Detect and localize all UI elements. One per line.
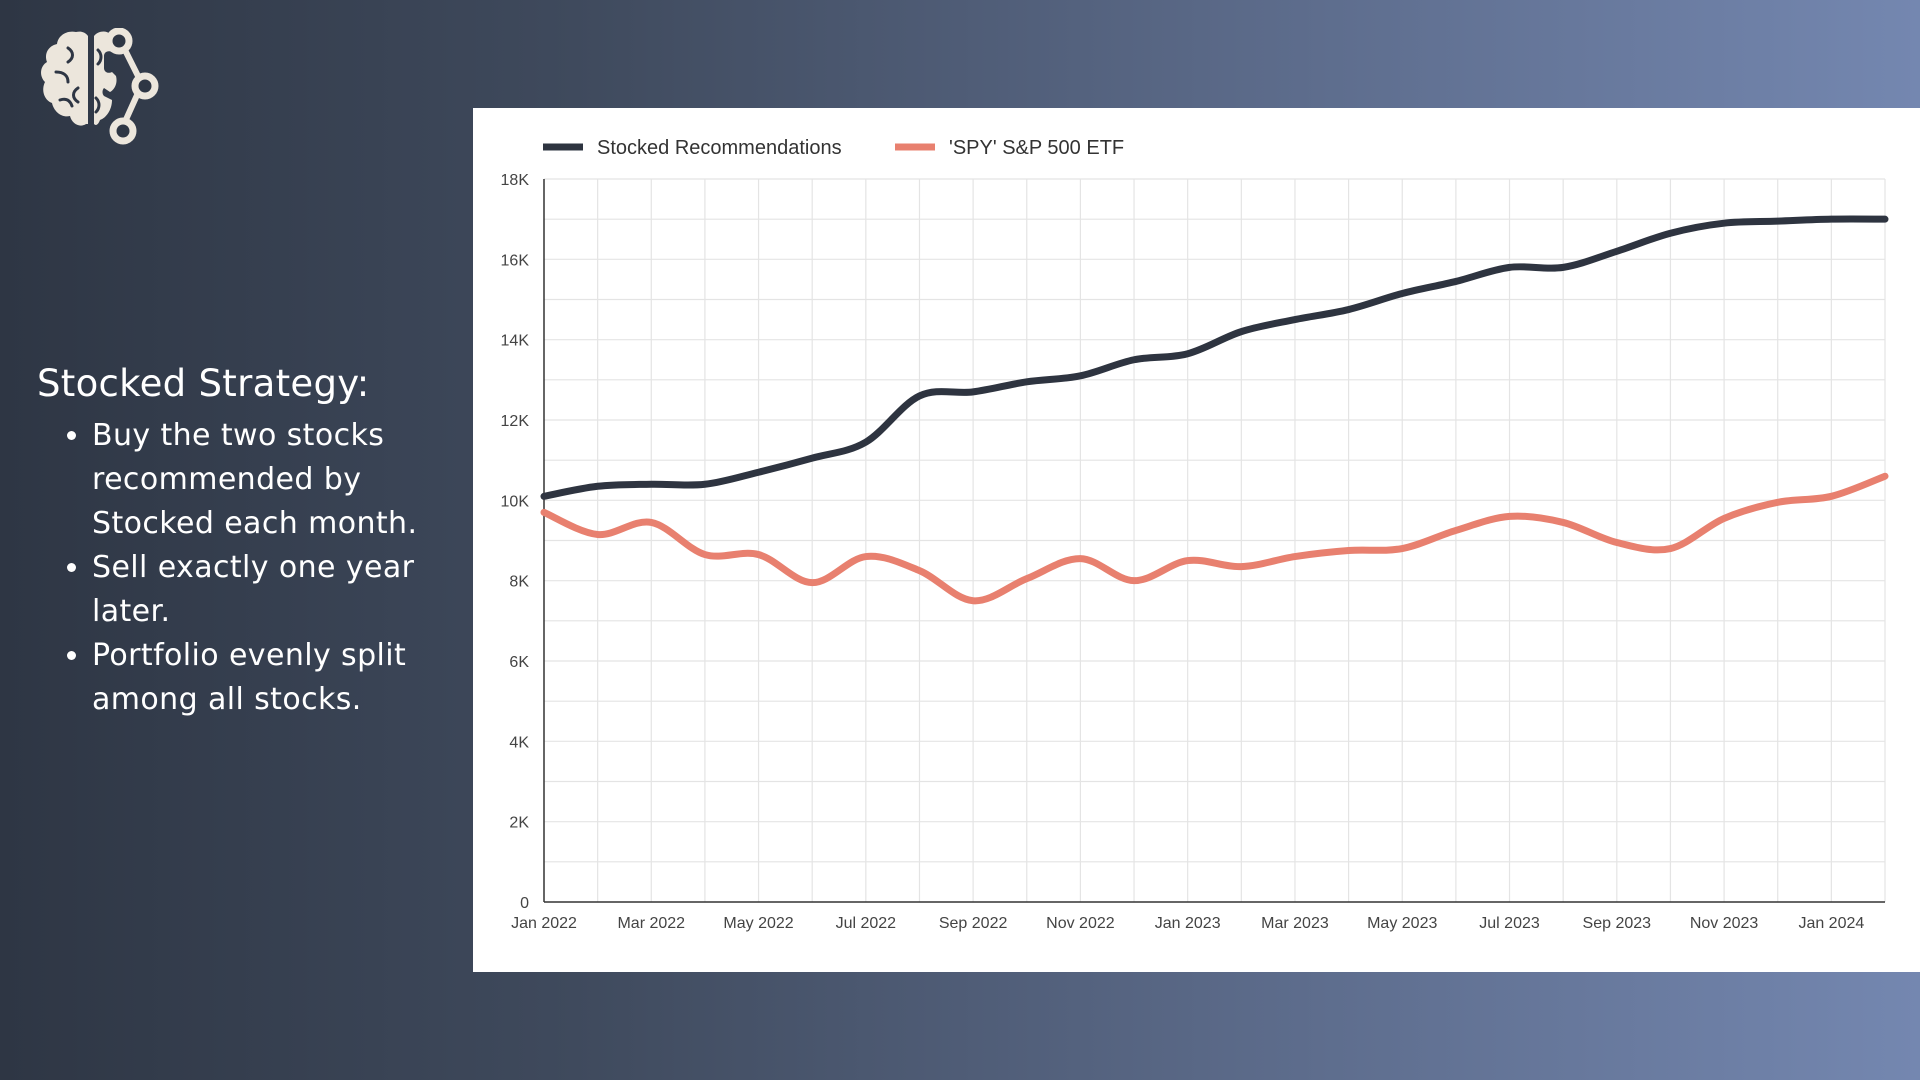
x-tick-label: Sep 2022 [939,915,1008,932]
brain-network-icon [38,27,170,152]
x-tick-label: Jul 2023 [1479,915,1540,932]
series-line-0 [540,215,1889,500]
y-tick-label: 12K [501,413,530,430]
y-tick-label: 2K [509,815,529,832]
x-tick-label: Mar 2022 [617,915,685,932]
x-tick-label: Jul 2022 [836,915,897,932]
x-tick-label: Sep 2023 [1583,915,1652,932]
x-tick-label: Nov 2023 [1690,915,1759,932]
y-tick-label: 4K [509,734,529,751]
y-tick-label: 14K [501,333,530,350]
series-line-1 [540,472,1889,605]
strategy-bullet: Portfolio evenly split among all stocks. [92,634,457,722]
y-tick-label: 16K [501,252,530,269]
chart-panel: 0 2K 4K 6K 8K 10K 12K 14K 16K 18K Jan 2022 Mar 2022… [473,108,1920,972]
y-tick-label: 18K [501,172,530,189]
x-tick-label: Jan 2023 [1155,915,1221,932]
x-tick-label: May 2022 [723,915,793,932]
x-tick-label: Jan 2024 [1798,915,1864,932]
strategy-title: Stocked Strategy: [37,362,370,405]
strategy-panel: Stocked Strategy: Buy the two stocks rec… [37,360,457,722]
x-tick-label: Nov 2022 [1046,915,1115,932]
y-tick-label: 6K [509,654,529,671]
x-tick-label: Jan 2022 [511,915,577,932]
y-tick-label: 8K [509,574,529,591]
line-chart: 0 2K 4K 6K 8K 10K 12K 14K 16K 18K Jan 2022 Mar 2022… [501,137,1889,932]
x-tick-label: Mar 2023 [1261,915,1329,932]
strategy-bullet: Sell exactly one year later. [92,546,457,634]
legend-label: 'SPY' S&P 500 ETF [949,137,1124,159]
legend-label: Stocked Recommendations [597,137,842,159]
y-tick-label: 0 [520,895,529,912]
x-tick-label: May 2023 [1367,915,1437,932]
y-tick-label: 10K [501,493,530,510]
strategy-bullets: Buy the two stocks recommended by Stocke… [37,414,457,722]
strategy-bullet: Buy the two stocks recommended by Stocke… [92,414,457,546]
